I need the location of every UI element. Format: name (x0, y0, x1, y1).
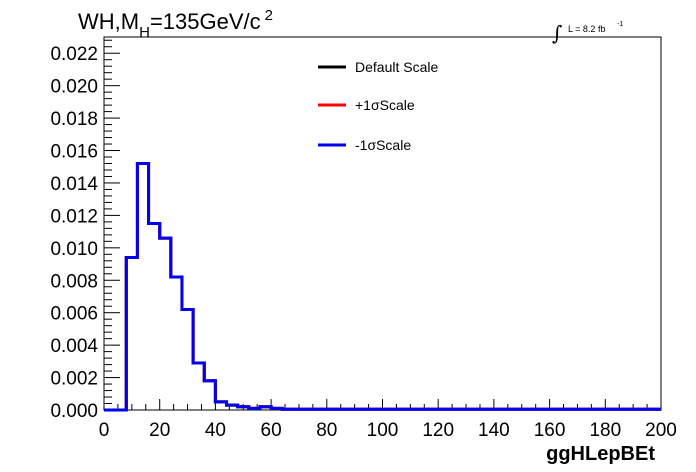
luminosity-text: L = 8.2 fb (568, 24, 605, 34)
luminosity-superscript: -1 (617, 21, 623, 28)
series-layer (104, 161, 661, 412)
title-subscript: H (139, 24, 150, 41)
x-tick-label: 0 (99, 420, 110, 441)
title-superscript: 2 (265, 7, 273, 24)
legend-label: Default Scale (355, 59, 438, 75)
x-tick-label: 100 (367, 420, 399, 441)
y-tick-label: 0.004 (50, 336, 98, 357)
x-tick-label: 60 (261, 420, 282, 441)
legend-label: -1σScale (355, 137, 411, 153)
legend-entry: Default Scale (318, 59, 438, 75)
x-tick-label: 120 (422, 420, 454, 441)
x-tick-label: 80 (316, 420, 337, 441)
x-axis-label: ggHLepBEt (546, 443, 655, 465)
legend-entry: +1σScale (318, 97, 415, 113)
x-tick-label: 160 (534, 420, 566, 441)
y-tick-label: 0.012 (50, 206, 98, 227)
legend-entry: -1σScale (318, 137, 411, 153)
integral-icon: ∫ (552, 21, 562, 45)
y-tick-label: 0.014 (50, 174, 98, 195)
y-tick-label: 0.000 (50, 401, 98, 422)
luminosity-label: ∫ L = 8.2 fb -1 (552, 21, 623, 45)
y-tick-label: 0.016 (50, 142, 98, 163)
x-tick-label: 180 (589, 420, 621, 441)
y-axis: 0.000 0.002 0.004 0.006 0.008 0.010 0.012 0.014… (50, 39, 120, 422)
y-tick-label: 0.008 (50, 271, 98, 292)
title-value: =135GeV/c (150, 9, 261, 34)
legend: Default Scale +1σScale -1σScale (318, 59, 438, 153)
x-tick-label: 140 (478, 420, 510, 441)
x-tick-label: 40 (205, 420, 226, 441)
y-tick-label: 0.022 (50, 44, 98, 65)
y-tick-label: 0.006 (50, 304, 98, 325)
y-tick-label: 0.018 (50, 109, 98, 130)
x-tick-label: 200 (645, 420, 677, 441)
legend-label: +1σScale (355, 97, 415, 113)
y-tick-label: 0.010 (50, 239, 98, 260)
series-line-2 (104, 161, 661, 412)
y-tick-label: 0.020 (50, 77, 98, 98)
y-tick-label: 0.002 (50, 369, 98, 390)
x-tick-label: 20 (149, 420, 170, 441)
title-prefix: WH,M (78, 9, 139, 34)
plot-title: WH,MH=135GeV/c 2 (78, 7, 273, 41)
